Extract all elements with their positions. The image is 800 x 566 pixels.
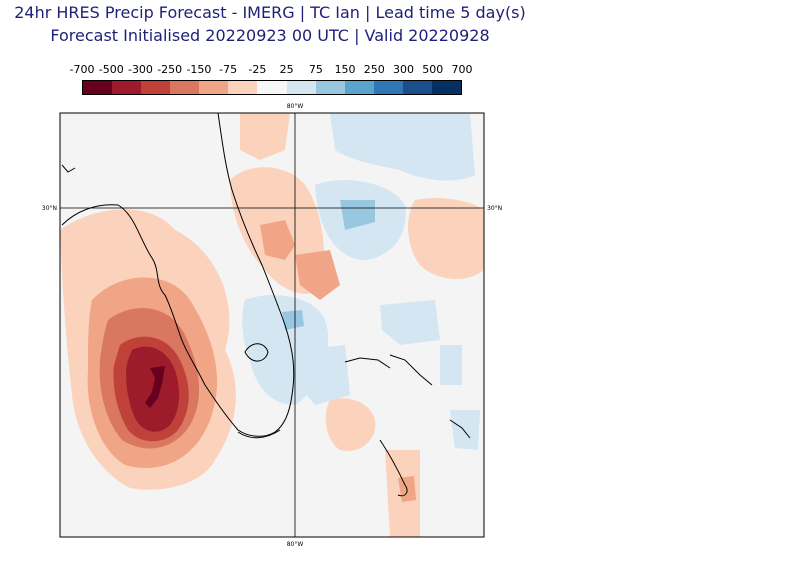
colorbar-swatch-10: [373, 81, 403, 94]
chart-subtitle: Forecast Initialised 20220923 00 UTC | V…: [50, 26, 490, 45]
colorbar-tick-label: -300: [127, 63, 153, 76]
anomaly-east-2: [260, 220, 295, 260]
colorbar-swatch-7: [286, 81, 316, 94]
colorbar-swatch-1: [112, 81, 142, 94]
lake-okeechobee: [244, 343, 269, 362]
anomaly-positive-east-1: [380, 300, 440, 345]
bahamas-2: [389, 354, 433, 386]
anomaly-positive-florida-core: [282, 310, 304, 330]
colorbar-tick-label: 25: [279, 63, 294, 76]
anomaly-positive-east-3: [450, 410, 480, 450]
colorbar-swatch-8: [315, 81, 345, 94]
coastlines: [61, 113, 471, 497]
colorbar-swatch-4: [199, 81, 229, 94]
north-coast: [61, 164, 76, 173]
anomaly-northeast: [408, 198, 484, 280]
colorbar-tick-label: -75: [219, 63, 238, 76]
bahamas-4: [449, 419, 471, 439]
anomaly-positive-north: [330, 113, 475, 181]
colorbar-tick-label: 300: [393, 63, 415, 76]
anomaly-contour-m300: [126, 346, 180, 432]
colorbar-tick-label: 150: [334, 63, 356, 76]
anomaly-south-1: [325, 398, 376, 451]
us-southeast-coast: [61, 113, 295, 437]
colorbar-swatch-9: [344, 81, 374, 94]
colorbar-tick-label: -250: [157, 63, 183, 76]
colorbar-swatch-2: [141, 81, 171, 94]
colorbar-tick-label: 75: [308, 63, 323, 76]
colorbar-swatch-0: [83, 81, 113, 94]
lat-label-left: 30°N: [42, 205, 57, 212]
lon-label-top: 80°W: [287, 103, 304, 110]
lat-label-right: 30°N: [487, 205, 502, 212]
colorbar-swatch-5: [228, 81, 258, 94]
colorbar-swatch-12: [431, 81, 462, 94]
colorbar-tick-label: 500: [422, 63, 444, 76]
anomaly-east-3: [295, 250, 340, 300]
anomaly-positive-sea: [298, 345, 350, 405]
colorbar: [82, 80, 462, 95]
colorbar-tick-label: -150: [186, 63, 212, 76]
colorbar-tick-label: 700: [451, 63, 473, 76]
colorbar-tick-label: -700: [69, 63, 95, 76]
bahamas-3: [379, 439, 408, 497]
anomaly-positive-east-2: [440, 345, 462, 385]
map-frame: [59, 112, 485, 538]
colorbar-tick-label: 250: [363, 63, 385, 76]
colorbar-swatch-11: [402, 81, 432, 94]
florida-keys: [237, 429, 281, 439]
colorbar-swatch-3: [170, 81, 200, 94]
colorbar-swatch-6: [257, 81, 287, 94]
bahamas-1: [344, 357, 391, 369]
anomaly-positive-center-core: [340, 200, 375, 230]
lon-label-bottom: 80°W: [287, 541, 304, 548]
anomaly-contour-m500: [145, 366, 165, 408]
anomaly-north: [240, 113, 290, 160]
chart-title: 24hr HRES Precip Forecast - IMERG | TC I…: [14, 3, 526, 22]
colorbar-tick-label: -25: [248, 63, 267, 76]
colorbar-tick-label: -500: [98, 63, 124, 76]
